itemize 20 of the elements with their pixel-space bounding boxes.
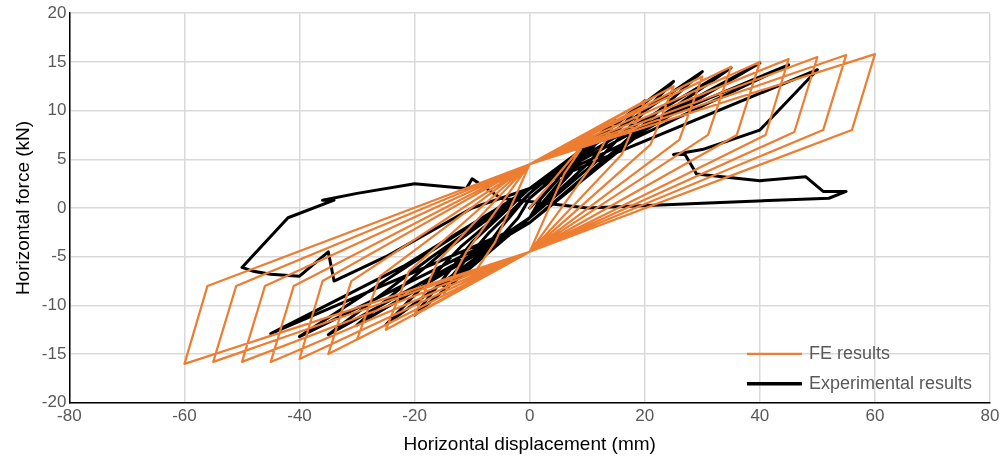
y-tick-label: -10 bbox=[41, 295, 67, 315]
x-tick-label: -60 bbox=[172, 405, 197, 425]
y-tick-label: 10 bbox=[47, 100, 67, 120]
y-axis-title: Horizontal force (kN) bbox=[11, 120, 33, 296]
y-tick-label: 20 bbox=[47, 2, 67, 22]
y-tick-label: -15 bbox=[41, 343, 67, 363]
y-tick-label: -5 bbox=[51, 246, 67, 266]
y-tick-label: 5 bbox=[56, 148, 67, 168]
x-tick-label: 40 bbox=[750, 405, 770, 425]
legend-label: FE results bbox=[808, 342, 890, 363]
x-tick-label: 20 bbox=[635, 405, 655, 425]
y-tick-label: 0 bbox=[56, 197, 67, 217]
y-tick-label: 15 bbox=[47, 51, 67, 71]
x-tick-label: -20 bbox=[402, 405, 427, 425]
legend-label: Experimental results bbox=[808, 372, 973, 393]
x-tick-label: 0 bbox=[524, 405, 535, 425]
x-tick-label: 80 bbox=[980, 405, 1000, 425]
x-tick-label: 60 bbox=[865, 405, 885, 425]
x-tick-label: -40 bbox=[287, 405, 312, 425]
x-axis-title: Horizontal displacement (mm) bbox=[403, 432, 656, 454]
